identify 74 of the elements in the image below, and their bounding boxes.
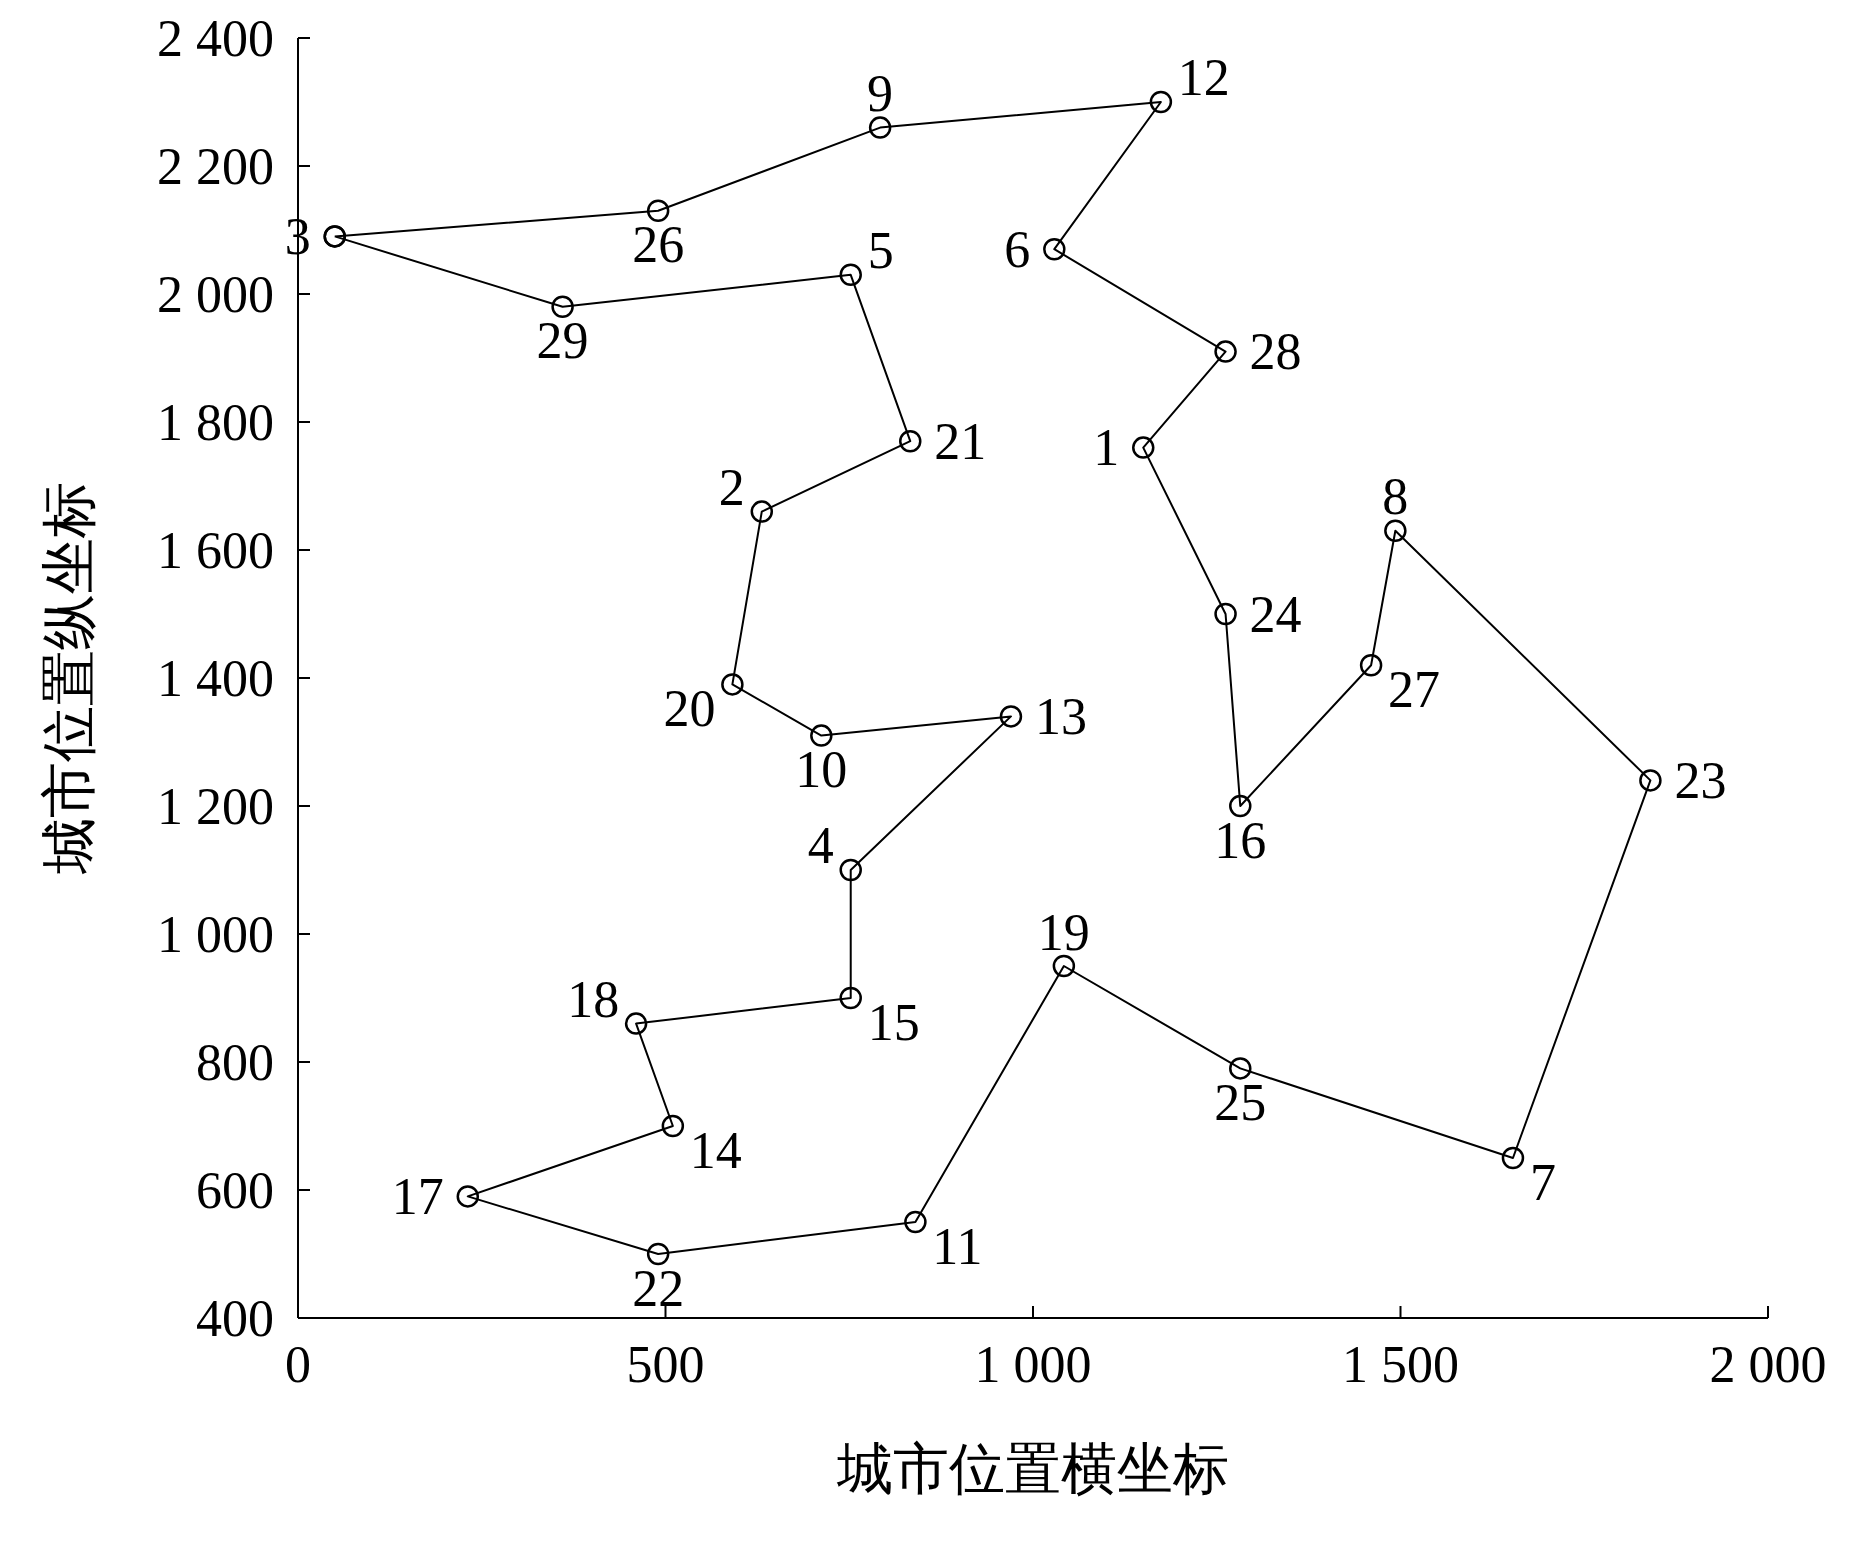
annotation: 2 [718, 459, 745, 517]
point [750, 500, 774, 523]
annotation: 4 [807, 817, 834, 875]
annotation: 17 [391, 1167, 444, 1225]
point [1359, 653, 1383, 677]
annotation: 20 [663, 679, 716, 737]
y-tick-label: 1 200 [157, 777, 274, 835]
point [1043, 237, 1066, 261]
point [1052, 954, 1076, 978]
annotation: 5 [867, 222, 894, 280]
annotation: 21 [934, 412, 987, 470]
point [1229, 794, 1252, 818]
point [810, 724, 833, 747]
point [1639, 769, 1662, 792]
annotation: 6 [1004, 220, 1031, 278]
annotation: 27 [1388, 660, 1441, 718]
point [1149, 90, 1173, 114]
x-tick-label: 500 [626, 1336, 705, 1393]
point [646, 1242, 670, 1266]
point [1214, 602, 1237, 626]
point [1132, 436, 1155, 459]
annotation: 12 [1177, 49, 1230, 107]
annotation: 18 [567, 971, 620, 1029]
y-tick-label: 1 400 [157, 649, 274, 707]
point [999, 705, 1023, 728]
annotation: 8 [1382, 468, 1409, 526]
x-tick-label: 2 000 [1709, 1336, 1827, 1393]
point [551, 295, 574, 319]
point [839, 263, 862, 287]
annotation: 25 [1214, 1073, 1267, 1131]
y-tick-label: 600 [196, 1161, 274, 1219]
y-axis-title: 城市位置纵坐标 [37, 482, 100, 875]
annotation: 29 [536, 312, 589, 370]
point [1501, 1146, 1525, 1170]
y-tick-label: 400 [196, 1289, 274, 1347]
y-tick-label: 1 600 [157, 521, 274, 579]
x-axis-title: 城市位置横坐标 [836, 1438, 1229, 1500]
y-tick-label: 1 800 [157, 393, 274, 451]
y-tick-label: 1 000 [157, 905, 274, 963]
point [1214, 340, 1237, 363]
annotation: 16 [1214, 811, 1267, 869]
point [1229, 1057, 1252, 1080]
annotation: 13 [1034, 687, 1087, 745]
point [1384, 519, 1407, 543]
y-tick-label: 2 400 [157, 9, 274, 67]
annotation: 14 [689, 1121, 742, 1179]
annotation: 19 [1037, 903, 1090, 961]
point [646, 199, 670, 223]
point [868, 116, 892, 139]
annotation: 24 [1249, 585, 1302, 643]
point [839, 858, 862, 882]
annotation: 1 [1093, 419, 1120, 477]
point [456, 1185, 480, 1208]
annotation: 10 [795, 741, 848, 799]
annotation: 23 [1674, 751, 1727, 809]
annotation: 11 [932, 1217, 983, 1275]
annotation: 15 [867, 993, 920, 1051]
annotation: 9 [867, 65, 894, 123]
y-tick-label: 800 [196, 1033, 274, 1091]
x-tick-label: 0 [285, 1336, 311, 1393]
annotation: 22 [632, 1259, 685, 1317]
annotation: 28 [1249, 323, 1302, 381]
point [661, 1114, 685, 1138]
point [839, 986, 862, 1010]
annotation: 7 [1529, 1153, 1556, 1211]
annotation: 26 [632, 216, 685, 274]
point [624, 1012, 648, 1035]
point [899, 429, 922, 453]
y-tick-label: 2 000 [157, 265, 274, 323]
point [904, 1210, 927, 1234]
x-tick-label: 1 000 [974, 1336, 1092, 1393]
point [721, 673, 744, 696]
y-tick-label: 2 200 [157, 137, 274, 195]
x-tick-label: 1 500 [1342, 1336, 1459, 1393]
